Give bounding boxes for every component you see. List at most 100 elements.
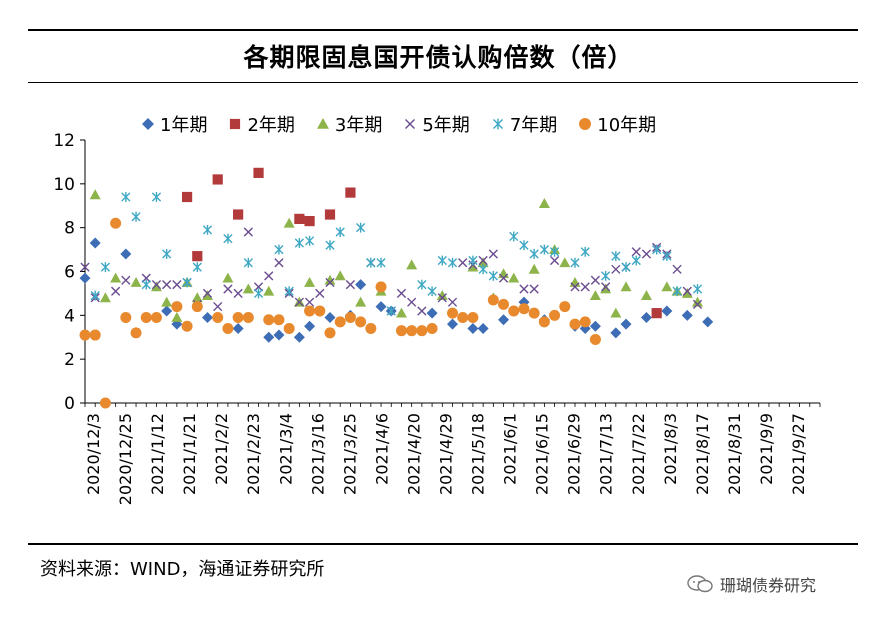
data-point: [406, 259, 418, 270]
x-tick-label: 2021/1/21: [180, 413, 199, 495]
data-point: [181, 320, 193, 332]
x-tick-label: 2021/3/25: [340, 413, 359, 495]
x-tick-label: 2021/2/2: [212, 413, 231, 485]
data-point: [457, 312, 469, 324]
x-tick-label: 2021/8/3: [661, 413, 680, 485]
data-point: [99, 292, 111, 303]
data-point: [498, 314, 510, 326]
data-point: [141, 279, 151, 290]
x-tick-label: 2021/6/29: [565, 413, 584, 495]
data-point: [477, 322, 489, 334]
data-point: [131, 211, 141, 222]
legend-label: 7年期: [509, 115, 558, 136]
data-point: [488, 270, 498, 281]
data-point: [243, 257, 253, 268]
legend-marker-icon: [142, 118, 154, 130]
data-point: [304, 235, 315, 246]
data-point: [171, 301, 183, 313]
data-point: [509, 231, 519, 242]
data-point: [652, 244, 662, 255]
data-point: [274, 244, 284, 255]
data-point: [273, 314, 285, 326]
x-tick-label: 2021/4/20: [404, 413, 423, 495]
data-point: [161, 305, 173, 317]
data-point: [334, 270, 346, 281]
data-point: [375, 301, 387, 313]
source-note: 资料来源：WIND，海通证券研究所: [40, 559, 325, 580]
data-point: [580, 282, 590, 292]
data-point: [590, 275, 601, 285]
data-point: [89, 329, 101, 341]
data-point: [202, 288, 213, 299]
legend-marker-icon: [405, 119, 416, 129]
title-rule: [28, 82, 858, 83]
data-point: [631, 255, 641, 266]
data-point: [130, 276, 142, 287]
data-point: [324, 312, 336, 324]
data-point: [579, 316, 591, 328]
data-point: [365, 322, 377, 334]
data-point: [355, 296, 367, 307]
y-tick-label: 2: [64, 350, 75, 370]
data-point: [406, 325, 418, 337]
data-point: [121, 192, 131, 202]
data-point: [213, 301, 223, 312]
data-point: [284, 286, 294, 297]
data-point: [315, 288, 325, 299]
data-point: [324, 327, 336, 339]
data-point: [631, 247, 641, 257]
data-point: [79, 329, 91, 341]
data-point: [110, 217, 122, 229]
data-point: [569, 276, 581, 287]
legend-item-2y: 2年期: [227, 111, 295, 137]
data-point: [223, 284, 233, 294]
data-point: [498, 298, 510, 310]
data-point: [283, 217, 295, 228]
data-point: [447, 307, 458, 319]
data-point: [405, 119, 416, 129]
data-point: [130, 327, 142, 339]
data-point: [151, 280, 162, 290]
data-point: [233, 209, 244, 220]
data-point: [316, 118, 329, 129]
legend-item-5y: 5年期: [402, 111, 470, 137]
data-point: [191, 301, 203, 313]
data-point: [580, 246, 590, 257]
x-tick-label: 2021/3/16: [308, 413, 327, 495]
data-point: [610, 307, 622, 318]
data-point: [324, 274, 336, 285]
data-point: [294, 213, 305, 224]
data-point: [253, 288, 264, 299]
data-point: [375, 281, 387, 293]
y-tick-label: 0: [64, 394, 75, 414]
data-point: [528, 307, 540, 319]
data-point: [294, 238, 304, 248]
data-point: [304, 320, 316, 332]
data-point: [467, 322, 479, 334]
data-point: [243, 227, 253, 237]
data-point: [90, 290, 100, 301]
data-point: [334, 316, 346, 328]
data-point: [171, 312, 183, 322]
data-point: [621, 262, 631, 273]
data-point: [191, 292, 203, 303]
data-point: [620, 281, 632, 292]
data-point: [325, 277, 335, 288]
data-point: [324, 209, 336, 220]
y-tick-label: 12: [53, 131, 75, 151]
data-point: [437, 293, 447, 303]
data-point: [417, 306, 427, 316]
data-point: [242, 283, 254, 294]
x-tick-label: 2021/8/17: [693, 413, 712, 495]
x-tick-label: 2021/1/12: [148, 413, 167, 495]
legend-marker-icon: [579, 118, 592, 130]
top-rule: [28, 29, 858, 31]
y-tick-label: 4: [64, 306, 75, 326]
data-point: [242, 312, 254, 324]
legend-label: 5年期: [422, 115, 470, 136]
data-point: [426, 322, 438, 334]
data-point: [263, 331, 275, 343]
data-point: [579, 118, 592, 130]
data-point: [529, 249, 539, 259]
data-point: [559, 301, 571, 313]
